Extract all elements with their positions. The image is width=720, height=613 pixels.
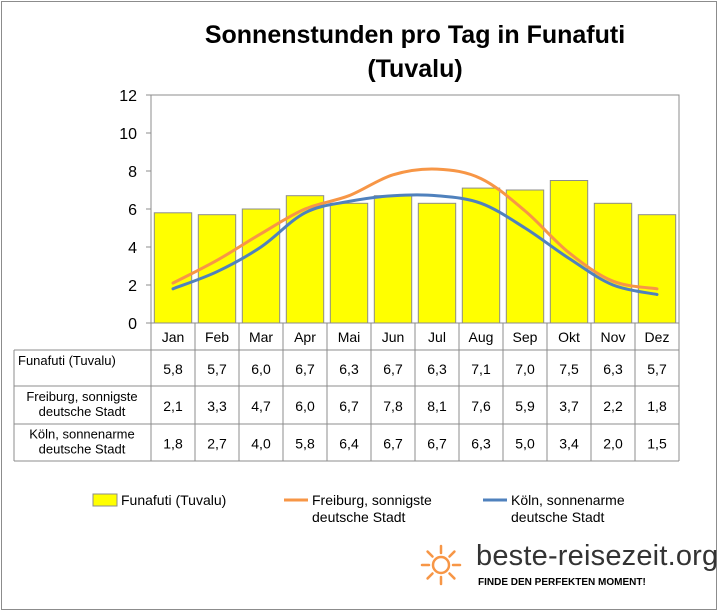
plot-area <box>150 94 680 324</box>
table-cell: 6,0 <box>295 398 315 414</box>
table-cell: 3,4 <box>559 436 579 452</box>
table-cell: 7,6 <box>471 398 491 414</box>
category-label-feb: Feb <box>205 329 229 345</box>
table-cell: 1,8 <box>163 436 183 452</box>
table-cell: 6,7 <box>383 436 403 452</box>
table-cell: 6,4 <box>339 436 359 452</box>
table-cell: 4,0 <box>251 436 271 452</box>
table-cell: 6,3 <box>471 436 491 452</box>
table-cell: 3,7 <box>559 398 579 414</box>
table-cell: 7,5 <box>559 361 579 377</box>
brand-name[interactable]: beste-reisezeit.org <box>476 540 719 572</box>
table-cell: 6,7 <box>383 361 403 377</box>
category-label-okt: Okt <box>558 329 580 345</box>
category-label-nov: Nov <box>601 329 626 345</box>
row-header-1: Funafuti (Tuvalu) <box>18 353 116 368</box>
table-cell: 7,8 <box>383 398 403 414</box>
series-line-2 <box>171 193 659 296</box>
table-cell: 6,3 <box>603 361 623 377</box>
y-tick-label: 4 <box>128 240 137 257</box>
table-cell: 8,1 <box>427 398 447 414</box>
chart-title: Sonnenstunden pro Tag in Funafuti (Tuval… <box>150 18 680 86</box>
bar-jan <box>153 212 193 324</box>
table-cell: 7,0 <box>515 361 535 377</box>
bar-apr <box>285 195 325 324</box>
y-tick-label: 12 <box>119 88 137 105</box>
table-cell: 2,7 <box>207 436 227 452</box>
table-cell: 6,0 <box>251 361 271 377</box>
category-label-sep: Sep <box>513 329 538 345</box>
bar-dez <box>637 214 677 324</box>
chart-title-line-2: (Tuvalu) <box>367 55 463 83</box>
table-cell: 5,8 <box>295 436 315 452</box>
y-tick-label: 8 <box>128 164 137 181</box>
table-cell: 6,3 <box>427 361 447 377</box>
row-header-2-line-2: deutsche Stadt <box>39 404 126 419</box>
table-cell: 4,7 <box>251 398 271 414</box>
table-cell: 6,7 <box>427 436 447 452</box>
legend-label-2-line-1: Freiburg, sonnigste <box>312 492 432 508</box>
table-cell: 6,7 <box>339 398 359 414</box>
category-label-apr: Apr <box>294 329 316 345</box>
table-cell: 2,0 <box>603 436 623 452</box>
table-cell: 6,3 <box>339 361 359 377</box>
category-label-jan: Jan <box>162 329 185 345</box>
table-cell: 1,8 <box>647 398 667 414</box>
legend-label-1: Funafuti (Tuvalu) <box>121 492 226 508</box>
table-cell: 2,2 <box>603 398 623 414</box>
legend-swatch-bar <box>92 493 118 507</box>
category-label-mai: Mai <box>338 329 361 345</box>
brand-tagline: FINDE DEN PERFEKTEN MOMENT! <box>478 577 646 588</box>
table-cell: 5,0 <box>515 436 535 452</box>
row-header-2-line-1: Freiburg, sonnigste <box>26 389 137 404</box>
table-cell: 2,1 <box>163 398 183 414</box>
y-tick-label: 2 <box>128 278 137 295</box>
table-cell: 5,7 <box>647 361 667 377</box>
category-label-dez: Dez <box>645 329 670 345</box>
legend-label-3-line-2: deutsche Stadt <box>511 509 605 525</box>
category-label-aug: Aug <box>469 329 494 345</box>
category-label-jul: Jul <box>428 329 446 345</box>
row-header-3-line-1: Köln, sonnenarme <box>29 427 135 442</box>
category-label-mar: Mar <box>249 329 273 345</box>
table-cell: 7,1 <box>471 361 491 377</box>
table-cell: 5,7 <box>207 361 227 377</box>
sun-icon <box>420 544 462 586</box>
y-tick-label: 0 <box>128 316 137 333</box>
chart-title-line-1: Sonnenstunden pro Tag in Funafuti <box>204 21 626 49</box>
series-line-1 <box>171 167 659 291</box>
table-cell: 6,7 <box>295 361 315 377</box>
table-cell: 5,8 <box>163 361 183 377</box>
table-cell: 3,3 <box>207 398 227 414</box>
bar-jul <box>417 202 457 324</box>
y-tick-label: 10 <box>119 126 137 143</box>
category-label-jun: Jun <box>382 329 405 345</box>
row-header-3-line-2: deutsche Stadt <box>39 442 126 457</box>
table-cell: 5,9 <box>515 398 535 414</box>
legend-label-2-line-2: deutsche Stadt <box>312 509 406 525</box>
table-cell: 1,5 <box>647 436 667 452</box>
bar-nov <box>593 202 633 324</box>
bar-mai <box>329 202 369 324</box>
y-tick-label: 6 <box>128 202 137 219</box>
bar-mar <box>241 208 281 324</box>
legend-label-3-line-1: Köln, sonnenarme <box>511 492 625 508</box>
bar-jun <box>373 195 413 324</box>
